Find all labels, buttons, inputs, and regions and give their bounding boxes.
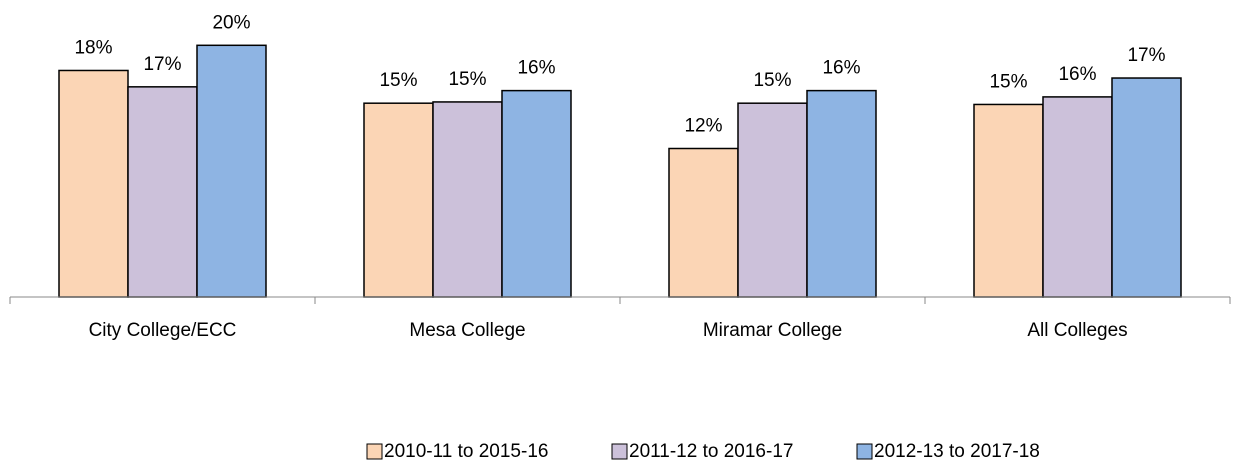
data-label: 16% — [822, 58, 860, 79]
bar — [973, 103, 1044, 298]
bar — [806, 89, 877, 298]
bar — [1111, 77, 1182, 298]
data-label: 16% — [1058, 64, 1096, 85]
data-label: 15% — [753, 70, 791, 91]
x-tick-label: Mesa College — [409, 320, 525, 341]
legend-label: 2010-11 to 2015-16 — [384, 441, 548, 462]
data-label: 12% — [684, 116, 722, 137]
bar — [363, 102, 434, 298]
bar — [127, 86, 198, 298]
data-label: 15% — [379, 70, 417, 91]
bar — [501, 89, 572, 298]
data-label: 18% — [74, 37, 112, 58]
legend-swatch — [366, 443, 383, 460]
bar — [737, 102, 808, 298]
data-label: 15% — [989, 71, 1027, 92]
x-tick-label: Miramar College — [703, 320, 842, 341]
bar — [58, 69, 129, 298]
bar — [432, 101, 503, 298]
data-label: 17% — [1127, 45, 1165, 66]
legend-label: 2012-13 to 2017-18 — [874, 441, 1040, 462]
legend-label: 2011-12 to 2016-17 — [629, 441, 793, 462]
bar — [196, 44, 267, 298]
legend-swatch — [856, 443, 873, 460]
data-label: 15% — [448, 69, 486, 90]
data-label: 20% — [212, 12, 250, 33]
data-label: 17% — [143, 54, 181, 75]
data-label: 16% — [517, 58, 555, 79]
x-tick-label: All Colleges — [1027, 320, 1127, 341]
bar — [668, 147, 739, 298]
bar — [1042, 96, 1113, 298]
x-tick-label: City College/ECC — [89, 320, 237, 341]
legend-swatch — [611, 443, 628, 460]
